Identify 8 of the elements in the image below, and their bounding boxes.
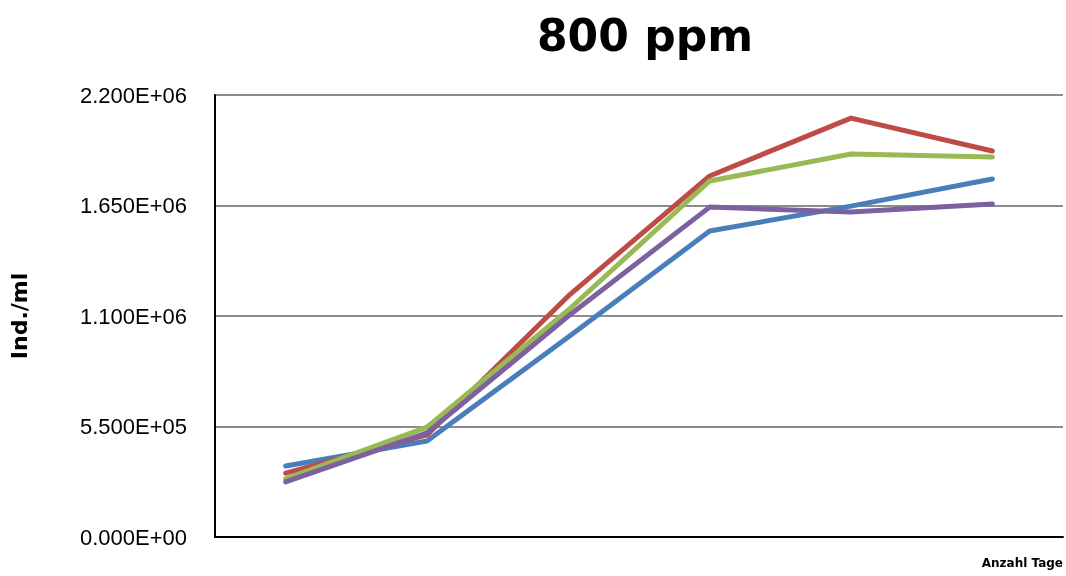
- y-tick-label: 2.200E+06: [79, 82, 187, 108]
- y-axis-title: Ind./ml: [6, 272, 32, 360]
- chart-title: 800 ppm: [536, 9, 754, 61]
- x-axis-title: Anzahl Tage: [981, 556, 1063, 570]
- y-tick-label: 1.100E+06: [79, 303, 187, 329]
- y-tick-label: 5.500E+05: [79, 414, 187, 439]
- y-tick-label: 1.650E+06: [79, 193, 187, 218]
- y-tick-label: 0.000E+00: [79, 524, 187, 550]
